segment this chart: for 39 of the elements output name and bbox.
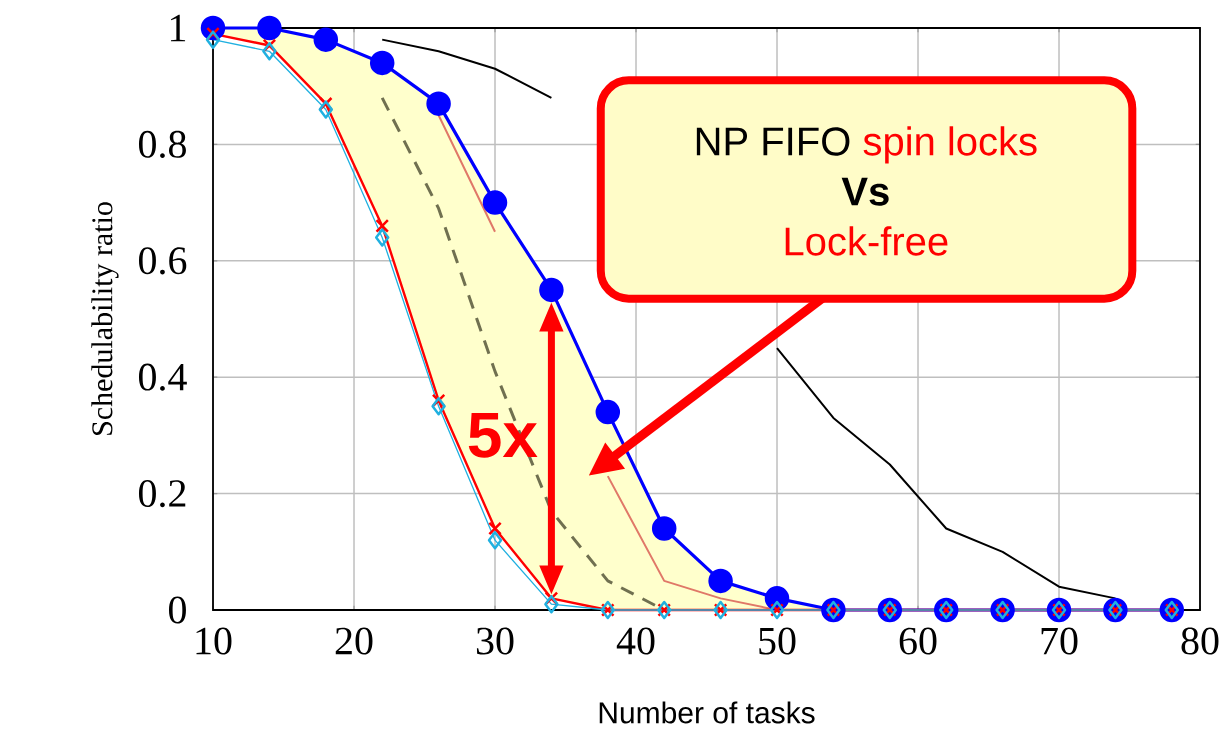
- annotation: 5x: [468, 413, 538, 458]
- point: [595, 399, 621, 425]
- y-tick-label: 0.8: [138, 130, 186, 158]
- point: [369, 50, 395, 76]
- x-tick-label: 20: [335, 627, 373, 655]
- point: [313, 27, 339, 52]
- x-tick-label: 10: [196, 627, 232, 655]
- x-axis-title: Number of tasks: [599, 701, 815, 724]
- y-tick-label: 0: [168, 596, 186, 624]
- annotation: Vs: [841, 177, 889, 206]
- point: [205, 30, 221, 49]
- point: [262, 42, 277, 61]
- point: [375, 218, 390, 233]
- point: [488, 521, 502, 536]
- x-tick-label: 50: [759, 627, 796, 655]
- x-tick-label: 30: [476, 627, 514, 655]
- point: [374, 228, 390, 247]
- annotation: NP FIFO: [696, 127, 850, 156]
- x-tick-label: 70: [1041, 627, 1078, 655]
- y-tick-label: 0.2: [138, 480, 186, 508]
- point: [426, 91, 451, 116]
- point: [651, 516, 677, 541]
- x-tick-label: 60: [899, 627, 937, 655]
- x-tick-label: 40: [616, 627, 655, 655]
- y-axis-title: Schedulability ratio: [91, 202, 119, 435]
- y-tick-label: 1: [170, 14, 186, 42]
- point: [487, 530, 503, 550]
- x-tick-label: 80: [1181, 627, 1219, 655]
- annotation: spin locks: [863, 126, 1037, 164]
- point: [539, 277, 564, 303]
- point: [431, 397, 446, 416]
- y-tick-label: 0.6: [138, 247, 187, 275]
- point: [482, 190, 508, 215]
- y-tick-label: 0.4: [138, 363, 187, 391]
- point: [318, 100, 334, 119]
- annotation: Lock-free: [785, 226, 948, 256]
- point: [544, 594, 559, 614]
- point: [708, 568, 733, 594]
- point: [257, 15, 282, 41]
